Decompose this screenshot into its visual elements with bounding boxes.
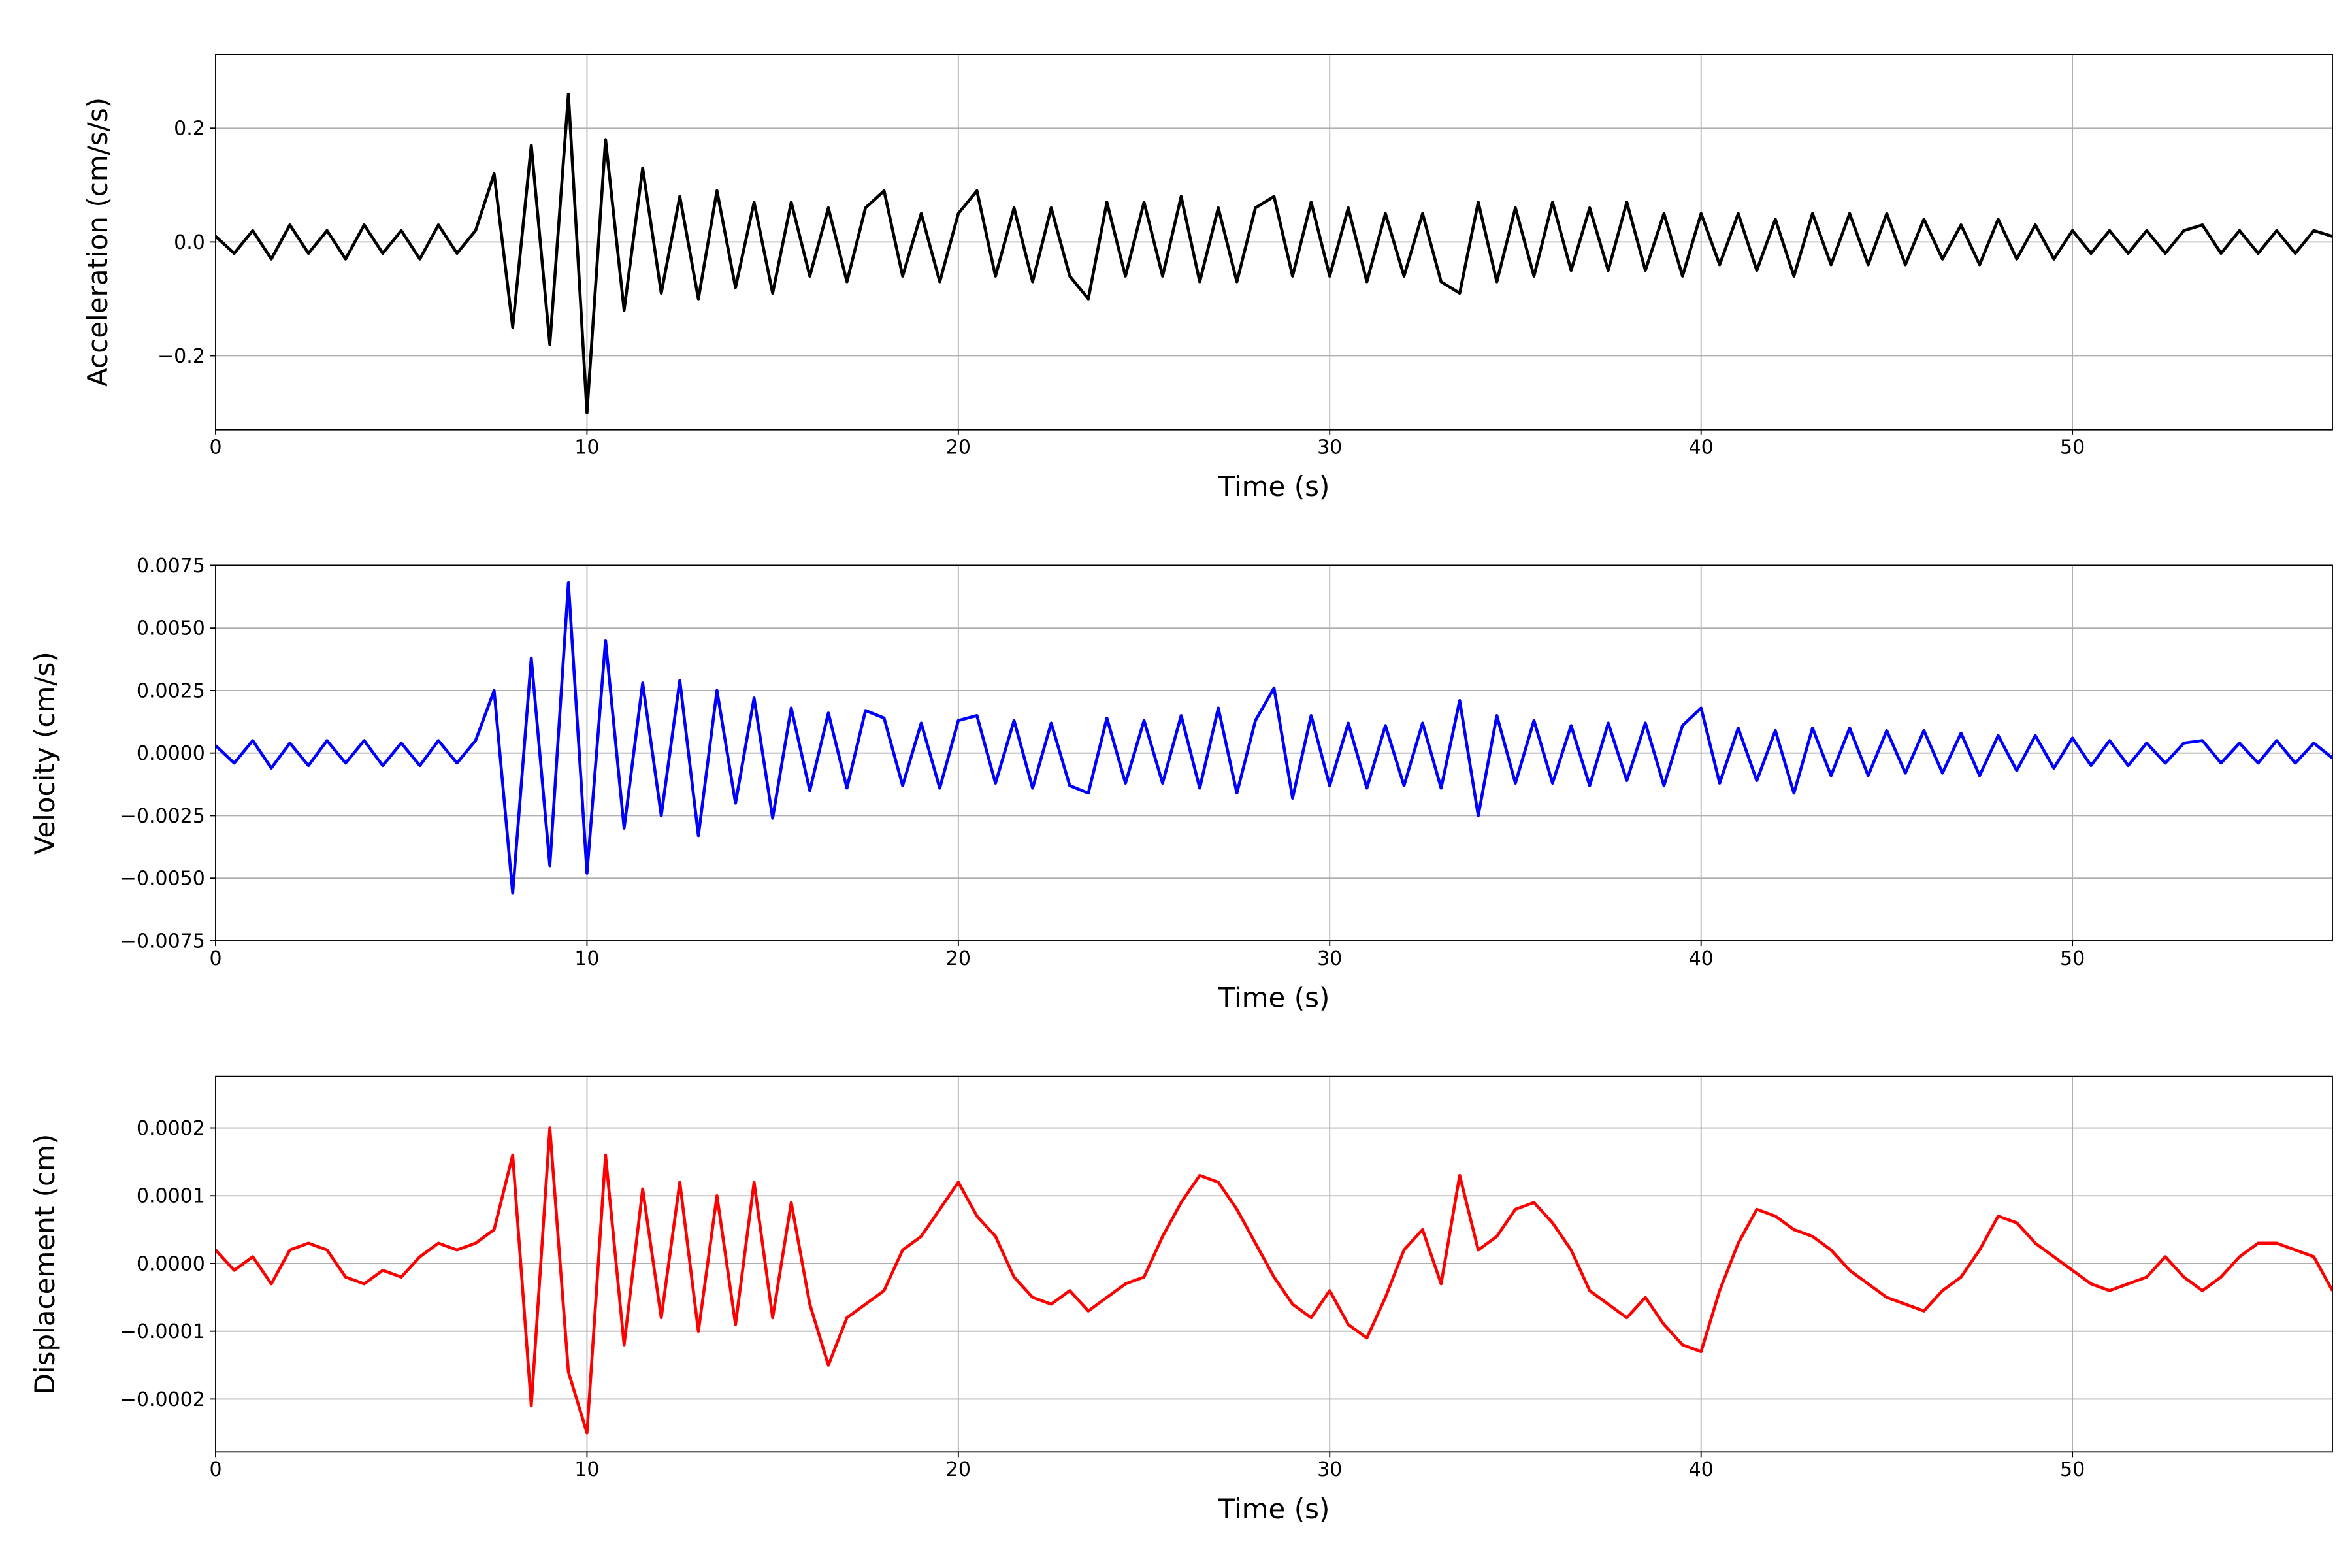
x-tick-label: 10 bbox=[574, 947, 599, 970]
x-tick-label: 30 bbox=[1317, 436, 1342, 459]
x-axis-label: Time (s) bbox=[1218, 470, 1330, 502]
y-tick-label: −0.0050 bbox=[120, 868, 205, 890]
y-tick-label: −0.0075 bbox=[120, 930, 205, 953]
x-tick-label: 50 bbox=[2060, 436, 2085, 459]
x-tick-label: 20 bbox=[946, 1458, 971, 1481]
x-tick-label: 40 bbox=[1689, 436, 1714, 459]
x-tick-label: 0 bbox=[209, 436, 221, 459]
y-axis-label: Acceleration (cm/s/s) bbox=[82, 97, 114, 387]
x-tick-label: 40 bbox=[1689, 947, 1714, 970]
x-tick-label: 20 bbox=[946, 436, 971, 459]
y-axis-label: Velocity (cm/s) bbox=[29, 651, 61, 855]
y-tick-label: −0.2 bbox=[157, 345, 205, 368]
y-tick-label: −0.0002 bbox=[120, 1388, 205, 1411]
y-tick-label: 0.0002 bbox=[137, 1117, 205, 1140]
x-tick-label: 0 bbox=[209, 1458, 221, 1481]
y-tick-label: −0.0025 bbox=[120, 805, 205, 828]
x-tick-label: 10 bbox=[574, 436, 599, 459]
y-tick-label: 0.0025 bbox=[137, 679, 205, 702]
x-tick-label: 40 bbox=[1689, 1458, 1714, 1481]
x-tick-label: 30 bbox=[1317, 947, 1342, 970]
x-tick-label: 50 bbox=[2060, 947, 2085, 970]
data-line bbox=[216, 581, 2332, 895]
y-tick-label: 0.0000 bbox=[137, 1252, 205, 1275]
axes-frame bbox=[215, 1075, 2333, 1453]
x-tick-label: 20 bbox=[946, 947, 971, 970]
x-tick-label: 30 bbox=[1317, 1458, 1342, 1481]
y-tick-label: 0.0 bbox=[174, 231, 205, 254]
x-tick-label: 50 bbox=[2060, 1458, 2085, 1481]
x-axis-label: Time (s) bbox=[1218, 1493, 1330, 1525]
x-tick-label: 0 bbox=[209, 947, 221, 970]
y-tick-label: 0.0075 bbox=[137, 555, 205, 578]
data-line bbox=[216, 92, 2332, 414]
y-tick-label: 0.0001 bbox=[137, 1185, 205, 1208]
y-tick-label: 0.0000 bbox=[137, 742, 205, 765]
x-tick-label: 10 bbox=[574, 1458, 599, 1481]
x-axis-label: Time (s) bbox=[1218, 982, 1330, 1014]
y-tick-label: 0.0050 bbox=[137, 617, 205, 640]
y-tick-label: 0.2 bbox=[174, 118, 205, 140]
y-axis-label: Displacement (cm) bbox=[29, 1134, 61, 1395]
data-line bbox=[216, 1126, 2332, 1435]
axes-frame bbox=[215, 564, 2333, 941]
axes-frame bbox=[215, 54, 2333, 431]
y-tick-label: −0.0001 bbox=[120, 1320, 205, 1343]
